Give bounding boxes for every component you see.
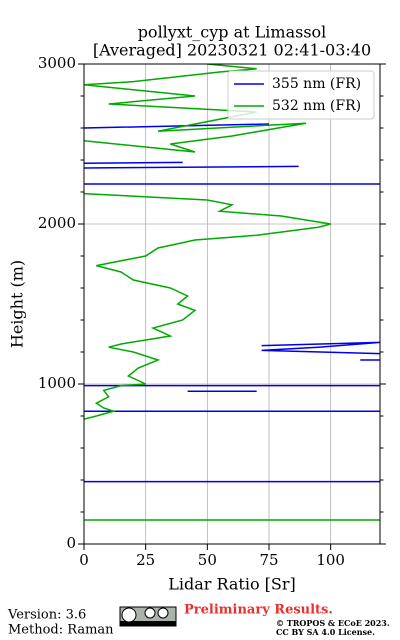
y-tick-label: 0: [66, 534, 76, 552]
data-line: [84, 64, 380, 521]
method: Method: Raman: [8, 623, 114, 638]
notice: Preliminary Results.: [184, 603, 333, 618]
legend-label: 355 nm (FR): [272, 76, 361, 92]
x-tick-label: 100: [316, 551, 345, 569]
cc-logo: [119, 606, 177, 627]
copyright: © TROPOS & ECoE 2023.: [276, 618, 390, 628]
y-axis-label: Height (m): [8, 260, 27, 348]
chart-subtitle: [Averaged] 20230321 02:41-03:40: [93, 41, 371, 60]
x-tick-label: 75: [259, 551, 278, 569]
chart-title: pollyxt_cyp at Limassol: [138, 23, 327, 42]
y-tick-label: 3000: [38, 54, 76, 72]
x-tick-label: 25: [136, 551, 155, 569]
legend-box: [227, 70, 375, 120]
license: CC BY SA 4.0 License.: [276, 627, 375, 637]
x-tick-label: 0: [79, 551, 89, 569]
legend-label: 532 nm (FR): [272, 98, 361, 114]
y-tick-label: 1000: [38, 374, 76, 392]
data-line: [84, 123, 380, 483]
version: Version: 3.6: [7, 608, 86, 623]
plot-frame: [83, 63, 381, 545]
x-axis-label: Lidar Ratio [Sr]: [168, 575, 296, 594]
x-tick-label: 50: [198, 551, 217, 569]
y-tick-label: 2000: [38, 214, 76, 232]
